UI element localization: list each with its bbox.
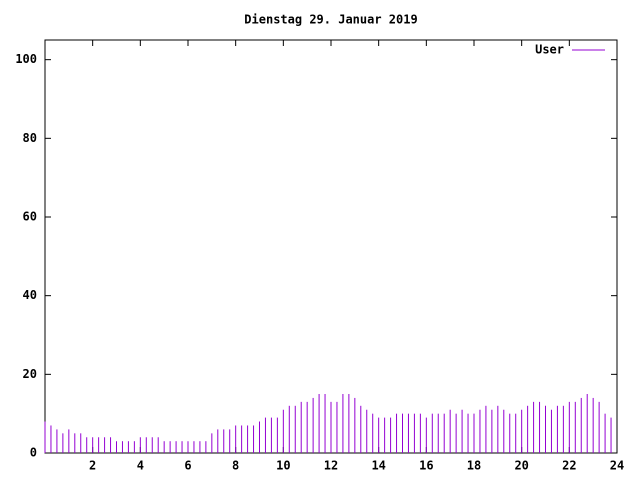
x-tick-label: 14: [371, 459, 385, 473]
x-tick-label: 22: [562, 459, 576, 473]
y-tick-label: 60: [23, 210, 37, 224]
y-tick-label: 40: [23, 288, 37, 302]
legend-label: User: [535, 43, 564, 57]
x-tick-label: 6: [184, 459, 191, 473]
x-tick-label: 16: [419, 459, 433, 473]
plot-border: [44, 39, 618, 454]
x-tick-label: 12: [324, 459, 338, 473]
chart-title: Dienstag 29. Januar 2019: [244, 13, 417, 27]
y-tick-label: 100: [15, 52, 37, 66]
x-tick-label: 4: [137, 459, 144, 473]
y-tick-label: 0: [30, 446, 37, 460]
x-tick-label: 24: [610, 459, 624, 473]
y-tick-label: 80: [23, 131, 37, 145]
x-tick-label: 8: [232, 459, 239, 473]
y-tick-label: 20: [23, 367, 37, 381]
x-tick-label: 10: [276, 459, 290, 473]
x-tick-label: 20: [514, 459, 528, 473]
x-tick-label: 18: [467, 459, 481, 473]
x-tick-label: 2: [89, 459, 96, 473]
